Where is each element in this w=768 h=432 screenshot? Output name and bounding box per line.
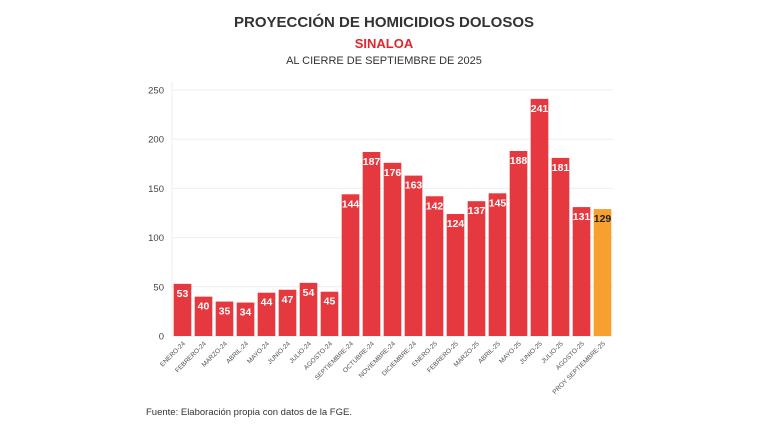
bar [404, 175, 423, 336]
bar [593, 209, 612, 336]
data-label: 54 [303, 287, 315, 299]
bar [236, 302, 255, 336]
data-label: 40 [198, 301, 210, 313]
data-label: 44 [261, 297, 273, 309]
x-tick-label: SEPTIEMBRE-24 [314, 340, 355, 381]
chart-title: PROYECCIÓN DE HOMICIDIOS DOLOSOS [233, 14, 535, 31]
y-tick-label: 100 [148, 233, 164, 244]
x-tick-label: JUNIO-25 [519, 340, 545, 366]
data-label: 53 [177, 288, 189, 300]
bar [299, 282, 318, 336]
bar [341, 194, 360, 336]
data-label: 129 [594, 213, 612, 225]
chart-subtitle-date: AL CIERRE DE SEPTIEMBRE DE 2025 [286, 55, 482, 67]
bar [194, 296, 213, 336]
x-tick-label: NOVIEMBRE-24 [358, 340, 397, 379]
y-tick-label: 50 [153, 282, 164, 293]
data-label: 181 [552, 162, 570, 174]
chart-subtitle: SINALOA [354, 36, 414, 51]
y-tick-label: 150 [148, 184, 164, 195]
bar [215, 301, 234, 336]
data-label: 187 [363, 156, 381, 168]
data-label: 35 [219, 306, 231, 318]
y-tick-label: 250 [148, 86, 164, 97]
bar [362, 151, 381, 336]
data-label: 131 [573, 211, 591, 223]
data-label: 124 [447, 218, 465, 230]
data-label: 188 [510, 155, 528, 167]
y-tick-label: 0 [159, 332, 164, 343]
data-label: 144 [342, 198, 360, 210]
bar [425, 196, 444, 336]
data-label: 47 [282, 294, 294, 306]
bar [383, 162, 402, 336]
data-label: 137 [468, 205, 486, 217]
bar [572, 207, 591, 336]
data-label: 241 [531, 103, 549, 115]
bar [278, 289, 297, 336]
x-tick-label: JUNIO-24 [267, 340, 293, 366]
bar [173, 283, 192, 336]
bar [320, 291, 339, 336]
bar [446, 213, 465, 336]
bar [257, 292, 276, 336]
data-label: 163 [405, 180, 423, 192]
y-tick-label: 200 [148, 135, 164, 146]
bar [551, 157, 570, 336]
data-label: 145 [489, 197, 507, 209]
bar [509, 151, 528, 336]
data-label: 176 [384, 167, 402, 179]
bar [530, 98, 549, 336]
data-label: 34 [240, 307, 252, 319]
bar [488, 193, 507, 336]
data-label: 142 [426, 200, 444, 212]
bar [467, 201, 486, 336]
data-label: 45 [324, 296, 336, 308]
source-note: Fuente: Elaboración propia con datos de … [146, 407, 352, 418]
